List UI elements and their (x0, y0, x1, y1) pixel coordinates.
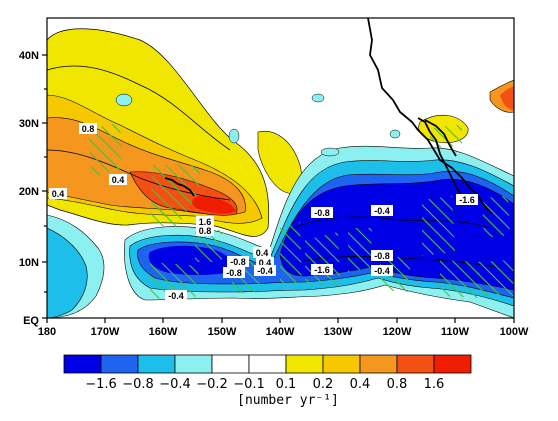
svg-text:0.4: 0.4 (256, 248, 269, 258)
colorbar-label: −0.1 (233, 377, 265, 392)
x-tick-label: 110W (441, 326, 470, 338)
y-tick-label: 10N (19, 257, 39, 269)
colorbar-swatch (285, 354, 324, 374)
y-tick-label: 20N (19, 186, 39, 198)
contour-label: -0.4 (371, 265, 393, 276)
svg-text:-0.4: -0.4 (374, 266, 390, 276)
colorbar-swatch (63, 354, 102, 374)
y-tick-label: 30N (19, 118, 39, 130)
x-tick-label: 150W (208, 326, 237, 338)
colorbar-label: 0.1 (276, 377, 297, 392)
x-tick-label: 120W (383, 326, 412, 338)
colorbar-swatch (211, 354, 250, 374)
svg-text:0.4: 0.4 (52, 189, 65, 199)
colorbar-swatch (322, 354, 361, 374)
svg-text:1.6: 1.6 (199, 217, 212, 227)
svg-text:-0.8: -0.8 (314, 208, 330, 218)
coastline-north-america (164, 18, 493, 215)
colorbar-label: 0.4 (350, 377, 371, 392)
svg-text:0.4: 0.4 (259, 258, 272, 268)
colorbar-units: [number yr⁻¹] (237, 393, 339, 408)
contour-label: 1.6 (196, 216, 214, 227)
contour-label: 0.8 (79, 123, 97, 134)
colorbar-swatch (100, 354, 139, 374)
x-axis (46, 318, 515, 323)
contour-label: -0.4 (371, 205, 393, 216)
svg-text:-0.8: -0.8 (374, 251, 390, 261)
contour-label: 0.8 (196, 226, 214, 236)
y-tick-label: 40N (19, 50, 39, 62)
x-tick-label: 170W (91, 326, 120, 338)
colorbar-label: 1.6 (424, 377, 445, 392)
x-tick-label: 140W (266, 326, 295, 338)
colorbar-swatch (359, 354, 398, 374)
colorbar-labels: −1.6 −0.8 −0.4 −0.2 −0.1 0.1 0.2 0.4 0.8 1.6 (85, 377, 444, 392)
colorbar-swatch (137, 354, 176, 374)
colorbar-label: 0.2 (313, 377, 334, 392)
svg-text:-0.8: -0.8 (226, 268, 242, 278)
y-tick-label: EQ (23, 315, 39, 327)
svg-text:0.4: 0.4 (112, 175, 125, 185)
svg-text:-0.4: -0.4 (257, 266, 273, 276)
svg-text:-1.6: -1.6 (459, 195, 475, 205)
hatched-significance (88, 122, 514, 300)
colorbar-label: −0.2 (196, 377, 228, 392)
x-tick-label: 100W (500, 326, 529, 338)
contour-label: -0.8 (311, 207, 333, 218)
svg-text:0.8: 0.8 (82, 124, 95, 134)
svg-text:-0.4: -0.4 (168, 291, 184, 301)
contour-label: 0.4 (256, 257, 274, 268)
colorbar: −1.6 −0.8 −0.4 −0.2 −0.1 0.1 0.2 0.4 0.8 1.6 [num… (63, 354, 472, 408)
contour-label: -0.8 (371, 250, 393, 261)
map-plot-area (47, 18, 514, 318)
x-tick-label: 160W (149, 326, 178, 338)
colorbar-label: −0.8 (122, 377, 154, 392)
contour-label: 0.4 (49, 188, 67, 199)
colorbar-swatch (174, 354, 213, 374)
svg-text:-1.6: -1.6 (314, 265, 330, 275)
contour-label: -1.6 (456, 194, 478, 205)
contour-label: -0.4 (165, 290, 187, 301)
y-axis (42, 54, 47, 319)
svg-text:-0.8: -0.8 (230, 257, 246, 267)
contour-label: 0.4 (109, 174, 127, 185)
svg-text:-0.4: -0.4 (374, 206, 390, 216)
colorbar-label: 0.8 (387, 377, 408, 392)
colorbar-swatch (433, 354, 472, 374)
colorbar-label: −1.6 (85, 377, 117, 392)
contour-label: -0.8 (223, 267, 245, 278)
colorbar-swatches (63, 354, 472, 374)
x-tick-label: 130W (324, 326, 353, 338)
contour-label: -0.8 (227, 256, 249, 267)
contour-label: -0.4 (254, 265, 276, 276)
contour-labels: 0.8 0.4 0.4 1.6 0.8 0.4 0.4 -0.8 -0.4 -1… (49, 123, 478, 301)
x-tick-label: 180 (38, 326, 56, 338)
contour-label: 0.4 (253, 247, 271, 258)
contour-label: -1.6 (311, 264, 333, 275)
colorbar-swatch (248, 354, 287, 374)
svg-text:0.8: 0.8 (199, 226, 212, 236)
colorbar-label: −0.4 (159, 377, 191, 392)
colorbar-swatch (396, 354, 435, 374)
